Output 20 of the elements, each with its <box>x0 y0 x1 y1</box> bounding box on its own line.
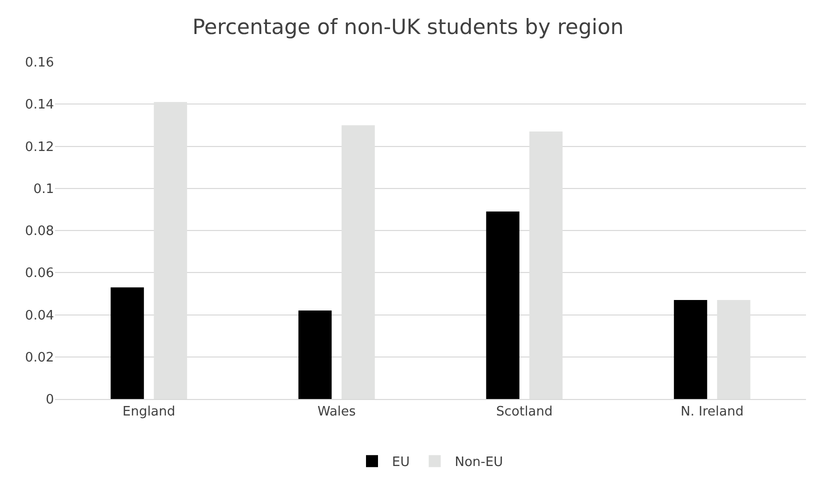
x-tick-label: N. Ireland <box>680 404 744 420</box>
x-tick-label: England <box>122 404 176 420</box>
y-tick-label: 0 <box>46 392 54 408</box>
bar <box>486 212 520 399</box>
y-tick-label: 0.12 <box>25 140 54 155</box>
bar <box>674 300 708 399</box>
y-tick-label: 0.1 <box>33 182 54 197</box>
legend-label: EU <box>392 455 410 470</box>
y-tick-label: 0.04 <box>25 308 54 324</box>
chart-title: Percentage of non-UK students by region <box>192 15 624 40</box>
y-tick-label: 0.08 <box>25 224 54 240</box>
x-tick-label: Scotland <box>496 404 553 420</box>
legend-label: Non-EU <box>454 455 504 470</box>
bar <box>110 287 144 399</box>
x-tick-label: Wales <box>317 404 356 420</box>
bar <box>298 310 332 399</box>
y-tick-label: 0.16 <box>25 56 54 71</box>
y-tick-label: 0.02 <box>25 350 54 366</box>
y-tick-label: 0.14 <box>25 98 54 113</box>
y-tick-label: 0.06 <box>25 266 54 282</box>
